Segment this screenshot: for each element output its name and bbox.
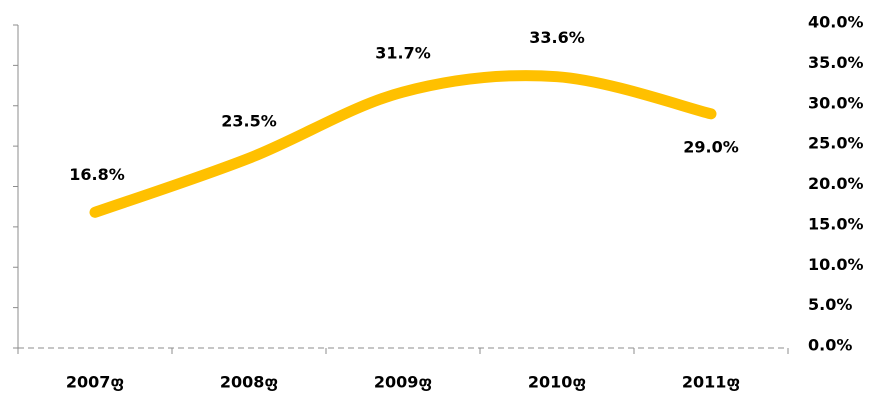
data-label: 31.7% (375, 44, 431, 63)
y-tick-label: 35.0% (808, 53, 864, 72)
y-tick-label: 15.0% (808, 214, 864, 233)
y-tick-label: 20.0% (808, 174, 864, 193)
y-tick-label: 25.0% (808, 134, 864, 153)
line (89, 70, 717, 218)
y-tick-label: 5.0% (808, 295, 852, 314)
y-tick-label: 30.0% (808, 93, 864, 112)
x-tick-label: 2009ფ (374, 373, 432, 392)
x-tick-label: 2007ფ (66, 373, 124, 392)
y-tick-label: 40.0% (808, 13, 864, 32)
data-label: 23.5% (221, 112, 277, 131)
y-tick-label: 10.0% (808, 255, 864, 274)
x-tick-label: 2008ფ (220, 373, 278, 392)
data-label: 16.8% (69, 165, 125, 184)
data-label: 29.0% (683, 137, 739, 156)
x-tick-label: 2010ფ (528, 373, 586, 392)
y-tick-label: 0.0% (808, 336, 852, 355)
data-label: 33.6% (529, 28, 585, 47)
x-tick-label: 2011ფ (682, 373, 740, 392)
